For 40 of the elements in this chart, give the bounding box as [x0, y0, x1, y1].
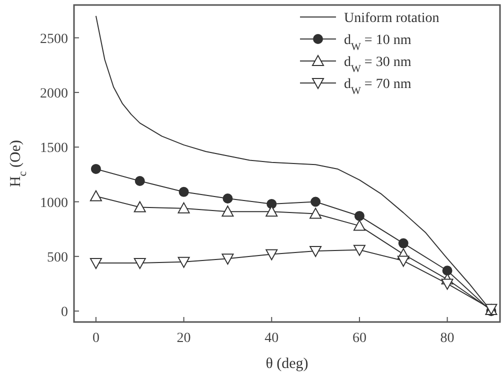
- x-tick-label: 20: [176, 331, 191, 346]
- point: [90, 190, 102, 202]
- point: [134, 258, 146, 269]
- y-tick-label: 2500: [40, 32, 68, 47]
- x-tick-label: 0: [92, 331, 100, 346]
- point: [178, 256, 190, 268]
- legend-label: d$_{W}$ = 10 nm: [344, 33, 412, 52]
- point: [441, 278, 454, 290]
- y-tick-label: 1500: [40, 141, 68, 156]
- point: [178, 186, 189, 197]
- point: [442, 266, 452, 276]
- x-tick-label: 40: [264, 331, 279, 346]
- point: [178, 202, 190, 214]
- point: [354, 210, 364, 221]
- point: [266, 206, 278, 217]
- point: [222, 193, 233, 204]
- y-tick-label: 2000: [40, 86, 68, 102]
- point: [222, 206, 234, 217]
- legend-label: d$_{W}$ = 30 nm: [344, 55, 412, 74]
- point: [90, 258, 102, 269]
- point: [90, 164, 101, 174]
- point: [134, 176, 145, 186]
- point: [397, 256, 410, 267]
- x-axis-title: θ (deg): [266, 356, 308, 372]
- point: [310, 196, 321, 207]
- x-tick-label: 80: [440, 331, 454, 346]
- point: [310, 208, 322, 219]
- point: [398, 238, 408, 248]
- point: [310, 246, 322, 257]
- point: [266, 249, 278, 260]
- point: [353, 244, 366, 256]
- x-tick-label: 60: [352, 331, 366, 346]
- point: [134, 201, 146, 212]
- legend-label: d$_{W}$ = 70 nm: [344, 77, 412, 96]
- legend-label: Uniform rotation: [344, 11, 440, 26]
- y-tick-label: 1000: [40, 196, 68, 211]
- y-tick-label: 0: [61, 305, 68, 320]
- y-tick-label: 500: [47, 250, 68, 266]
- point: [222, 254, 234, 265]
- point: [353, 220, 366, 231]
